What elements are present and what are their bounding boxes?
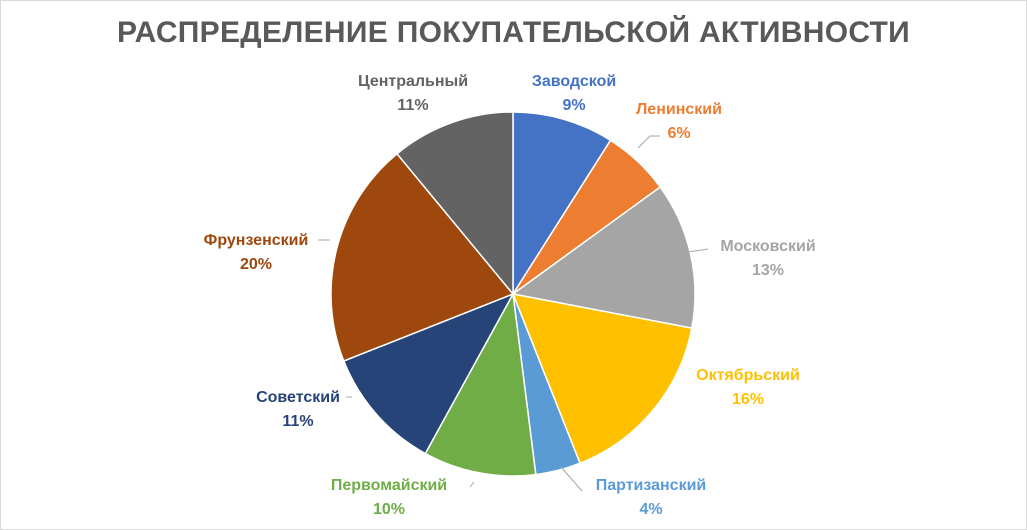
leader-line-2 — [637, 135, 660, 149]
data-label-percent-9: 11% — [397, 97, 428, 114]
data-label-category-4: Октябрьский — [696, 367, 800, 384]
data-label-category-8: Фрунзенский — [204, 232, 309, 249]
data-label-percent-1: 9% — [562, 97, 585, 114]
data-label-percent-8: 20% — [240, 256, 272, 273]
data-label-category-2: Ленинский — [636, 101, 722, 118]
leader-line-5 — [560, 466, 583, 492]
data-label-category-6: Первомайский — [331, 477, 447, 494]
leader-line-3 — [687, 248, 709, 253]
data-label-percent-3: 13% — [752, 262, 784, 279]
data-label-category-7: Советский — [256, 389, 340, 406]
pie-slice-8 — [330, 152, 515, 362]
data-label-category-1: Заводской — [532, 73, 616, 90]
pie-slice-9 — [395, 111, 514, 297]
pie-slice-3 — [511, 185, 696, 329]
data-label-percent-5: 4% — [639, 501, 662, 518]
data-label-percent-2: 6% — [667, 125, 690, 142]
pie-slice-4 — [511, 293, 693, 465]
leader-line-6 — [469, 481, 475, 488]
pie-slice-6 — [424, 291, 537, 477]
data-label-category-9: Центральный — [358, 73, 468, 90]
data-label-percent-6: 10% — [373, 501, 405, 518]
data-label-percent-7: 11% — [282, 413, 313, 430]
chart-title: РАСПРЕДЕЛЕНИЕ ПОКУПАТЕЛЬСКОЙ АКТИВНОСТИ — [116, 16, 911, 49]
pie-slice-7 — [342, 292, 515, 455]
pie-slice-1 — [512, 111, 612, 297]
data-label-category-5: Партизанский — [596, 477, 707, 494]
data-label-category-3: Московский — [720, 238, 815, 255]
data-label-percent-4: 16% — [732, 391, 764, 408]
